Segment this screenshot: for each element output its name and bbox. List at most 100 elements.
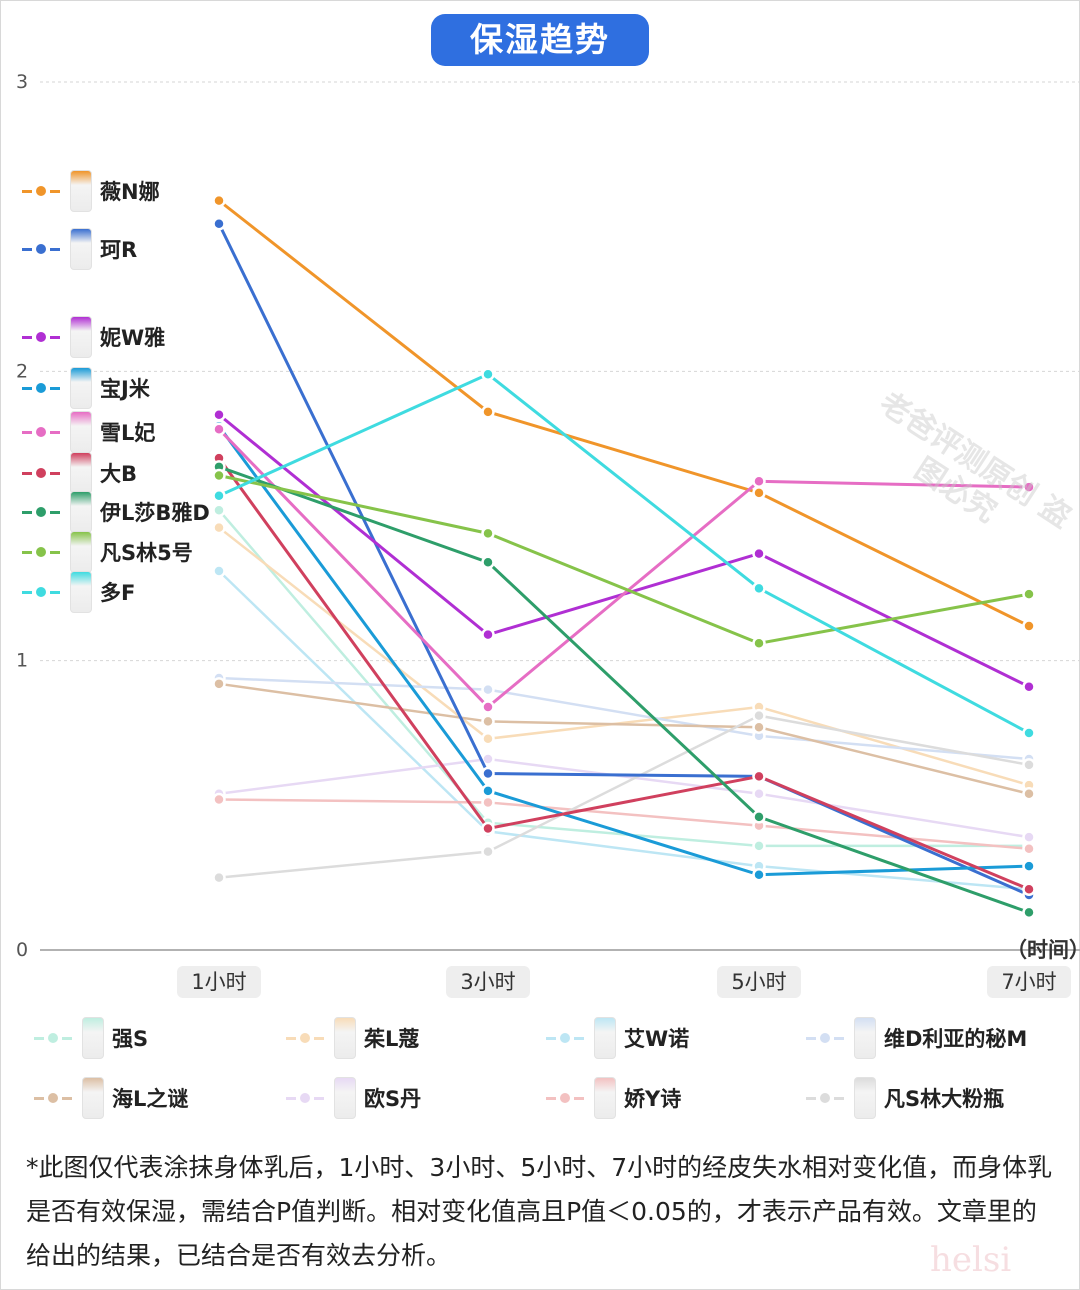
series-line [218,526,1030,787]
product-bottle-icon [70,316,92,358]
series-line [218,714,1030,879]
data-point [481,682,495,697]
legend-swatch [34,1092,74,1104]
data-point [752,581,766,596]
product-bottle-icon [82,1017,104,1059]
data-point [212,193,226,208]
legend-label: 茱L蔻 [364,1027,420,1051]
data-point [212,792,226,807]
legend-swatch [22,331,62,343]
legend-item: 茱L蔻 [286,1017,420,1059]
legend-swatch [22,546,62,558]
legend-swatch [22,185,62,197]
x-tick-label: 1小时 [177,966,261,998]
legend-item: 薇N娜 [22,170,160,212]
data-point [1022,882,1036,896]
series-line [218,372,1030,735]
data-point [752,868,766,882]
data-point [212,407,226,422]
data-point [481,714,495,729]
series-16 [212,708,1036,885]
legend-label: 强S [112,1027,149,1051]
legend-item: 宝J米 [22,367,150,409]
legend-swatch [546,1092,586,1104]
series-line [218,474,1030,645]
legend-swatch [22,467,62,479]
x-tick-label: 3小时 [446,966,530,998]
data-point [752,769,766,784]
series-line [217,223,1030,897]
series-6 [212,460,1036,920]
series-line [217,457,1030,891]
data-point [212,520,226,535]
data-point [481,732,495,746]
data-point [1022,587,1036,601]
series-1 [212,217,1036,902]
data-point [212,468,226,483]
series-8 [212,367,1036,740]
footnote: *此图仅代表涂抹身体乳后，1小时、3小时、5小时、7小时的经皮失水相对变化值，而… [26,1153,1053,1270]
data-point [1022,679,1036,694]
legend-label: 雪L妃 [100,421,156,445]
product-bottle-icon [334,1017,356,1059]
series-line [218,465,1030,914]
legend-label: 伊L莎B雅D [100,501,210,525]
legend-swatch [806,1032,846,1044]
corner-watermark: helsi [930,1240,1012,1280]
series-line [217,428,1030,710]
series-4 [212,422,1036,714]
series-line [218,509,1029,848]
data-point [481,627,495,642]
legend-item: 海L之谜 [34,1077,188,1119]
data-point [481,367,495,381]
legend-swatch [806,1092,846,1104]
data-point [481,526,495,541]
data-point [752,708,766,723]
data-point [752,546,766,561]
data-point [481,821,495,836]
series-10 [212,520,1036,792]
y-tick-label: 2 [16,360,28,382]
data-point [481,844,495,859]
product-bottle-icon [70,571,92,613]
series-layer [212,193,1036,920]
legend-swatch [22,243,62,255]
legend-item: 欧S丹 [286,1077,422,1119]
legend-label: 大B [100,462,138,486]
legend-label: 多F [100,581,136,605]
product-bottle-icon [70,170,92,212]
data-point [752,810,766,824]
data-point [481,405,495,419]
x-tick-label: 7小时 [987,966,1071,998]
series-line [218,199,1030,628]
legend-item: 强S [34,1017,149,1059]
data-point [212,217,226,231]
data-point [1022,619,1036,633]
data-point [752,720,766,734]
product-bottle-icon [70,491,92,533]
legend-swatch [22,506,62,518]
legend-label: 艾W诺 [624,1027,690,1051]
y-tick-label: 3 [16,71,28,93]
legend-swatch [22,426,62,438]
data-point [212,870,226,885]
data-point [212,488,226,503]
data-point [752,839,766,853]
legend-label: 凡S林5号 [100,541,193,565]
legend-swatch [286,1092,326,1104]
x-tick-label: 5小时 [717,966,801,998]
legend-label: 珂R [100,238,138,262]
legend-swatch [34,1032,74,1044]
series-14 [212,752,1036,844]
data-point [481,784,495,798]
product-bottle-icon [854,1077,876,1119]
legend-label: 欧S丹 [364,1087,422,1111]
series-9 [212,503,1036,853]
data-point [481,700,495,714]
legend-swatch [22,382,62,394]
legend-label: 凡S林大粉瓶 [884,1087,1005,1111]
legend-item: 大B [22,452,138,494]
series-line [218,676,1030,761]
data-point [752,787,766,801]
